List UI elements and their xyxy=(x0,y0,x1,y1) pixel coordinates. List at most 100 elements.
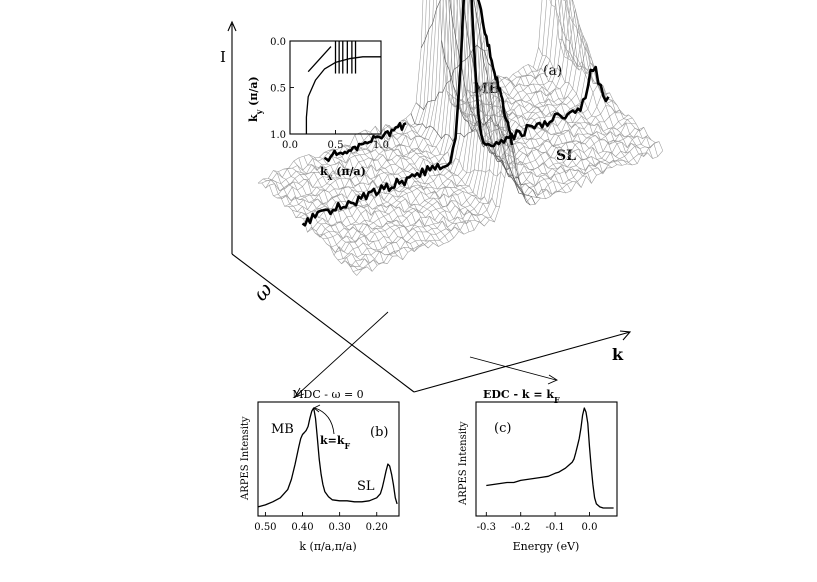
mesh-line-w xyxy=(400,119,500,207)
mesh-line-w xyxy=(293,160,393,257)
mesh-line-w xyxy=(298,157,398,256)
mesh-line-w xyxy=(278,171,378,266)
inset-cut-line xyxy=(307,46,332,73)
mesh-line-w xyxy=(257,182,357,276)
x-tick-label: 0.40 xyxy=(291,522,313,533)
mesh-line-w xyxy=(262,178,362,271)
mdc-trace-on-surface xyxy=(301,0,610,227)
panel-b-mb-label: MB xyxy=(271,422,294,437)
mesh-line-w xyxy=(364,129,465,235)
mesh-line-w xyxy=(313,156,413,250)
inset-x-tick-label: 0.5 xyxy=(328,140,344,151)
mesh-line-w xyxy=(395,124,495,223)
mesh-line-w xyxy=(273,170,373,272)
panel-b-mdc: MDC - ω = 0 ARPES Intensity k (π/a,π/a) … xyxy=(240,388,400,553)
mesh-line-w xyxy=(563,56,664,151)
panel-c-edc: EDC - k = kF ARPES Intensity Energy (eV)… xyxy=(458,388,618,553)
mesh-line-w xyxy=(303,155,403,260)
inset-xlabel: kx (π/a) xyxy=(320,165,366,182)
surface-mesh xyxy=(257,0,664,276)
x-tick-label: -0.3 xyxy=(477,522,496,533)
mesh-line-w xyxy=(288,167,388,264)
x-tick-label: 0.30 xyxy=(328,522,350,533)
panel-b-frame xyxy=(257,401,400,517)
intensity-axis-arrowhead xyxy=(227,20,237,32)
mesh-line-w xyxy=(472,92,572,192)
panel-c-frame xyxy=(475,401,618,517)
mesh-line-w xyxy=(517,71,618,165)
intensity-axis-label: I xyxy=(220,48,226,66)
mesh-line-w xyxy=(354,134,454,239)
mesh-line-w xyxy=(380,128,480,223)
omega-axis xyxy=(231,253,415,393)
panel-c-ticks: -0.3 -0.2 -0.1 0.0 xyxy=(477,512,598,533)
mesh-line-w xyxy=(370,132,470,232)
back-trace-on-surface xyxy=(323,121,407,162)
mesh-line-w xyxy=(334,150,434,244)
mesh-line-w xyxy=(359,132,460,232)
mesh-line-w xyxy=(375,126,475,231)
mesh-line-w xyxy=(324,152,424,248)
mesh-line-w xyxy=(268,178,368,269)
mesh-line-w xyxy=(308,154,409,253)
inset-x-tick-label: 1.0 xyxy=(373,140,389,151)
panel-b-xlabel: k (π/a,π/a) xyxy=(299,540,356,553)
mesh-line-w xyxy=(473,0,526,198)
mesh-line-w xyxy=(349,145,449,243)
panel-a-surface: I ω k (a) MB SL xyxy=(220,0,664,398)
x-tick-label: -0.1 xyxy=(545,522,564,533)
edc-trace-on-surface xyxy=(476,0,514,146)
mesh-line-w xyxy=(538,47,638,164)
kf-arrow xyxy=(314,407,335,435)
mesh-line-w xyxy=(451,95,551,197)
mesh-line-w xyxy=(385,124,485,227)
arrow-to-panel-c-head xyxy=(547,374,558,385)
mesh-line-w xyxy=(405,118,505,179)
mesh-line-w xyxy=(492,80,592,184)
x-tick-label: -0.2 xyxy=(511,522,530,533)
inset-fermi-surface-curve xyxy=(305,56,381,134)
mesh-line-w xyxy=(522,66,623,166)
mesh-line-w xyxy=(502,76,602,174)
mesh-line-w xyxy=(344,144,444,244)
k-axis-arrowhead xyxy=(619,330,632,341)
mesh-line-w xyxy=(477,88,577,183)
inset-tick-labels: 0.0 0.0 0.5 0.5 1.0 1.0 xyxy=(270,37,389,151)
panel-b-label: (b) xyxy=(370,425,388,440)
mesh-line-w xyxy=(339,145,439,247)
mesh-line-w xyxy=(446,90,546,199)
mesh-line-w xyxy=(507,79,607,175)
x-tick-label: 0.0 xyxy=(582,522,598,533)
mesh-line-k xyxy=(356,150,664,276)
mesh-line-w xyxy=(533,67,633,166)
mesh-line-k xyxy=(261,0,569,184)
mesh-line-w xyxy=(562,0,653,159)
inset-vertical-cuts xyxy=(334,41,357,74)
mesh-line-w xyxy=(420,0,521,184)
x-tick-label: 0.50 xyxy=(254,522,276,533)
mesh-line-w xyxy=(497,75,597,176)
mesh-line-w xyxy=(462,0,531,206)
mesh-line-k xyxy=(257,0,565,184)
surface-traces xyxy=(301,0,610,227)
mesh-line-w xyxy=(512,73,612,168)
panel-c-edc-line xyxy=(486,407,614,509)
k-axis-label: k xyxy=(612,345,624,364)
panel-c-xlabel: Energy (eV) xyxy=(513,540,580,553)
panel-b-title: MDC - ω = 0 xyxy=(292,388,363,401)
panel-b-ylabel: ARPES Intensity xyxy=(240,416,251,501)
mesh-line-k xyxy=(269,0,576,192)
inset-x-tick-label: 0.0 xyxy=(282,140,298,151)
omega-axis-label: ω xyxy=(248,278,277,306)
arrow-to-panel-b-head xyxy=(294,387,305,398)
inset-y-tick-label: 0.5 xyxy=(270,84,286,95)
arrow-to-panel-c xyxy=(469,356,557,381)
inset-fermi-surface: 0.0 0.0 0.5 0.5 1.0 1.0 kx (π/a) ky (π/a) xyxy=(247,37,389,182)
panel-c-label: (c) xyxy=(494,421,511,436)
mesh-line-w xyxy=(390,128,490,221)
x-tick-label: 0.20 xyxy=(366,522,388,533)
inset-ticks xyxy=(289,40,382,135)
inset-y-tick-label: 1.0 xyxy=(270,130,286,141)
